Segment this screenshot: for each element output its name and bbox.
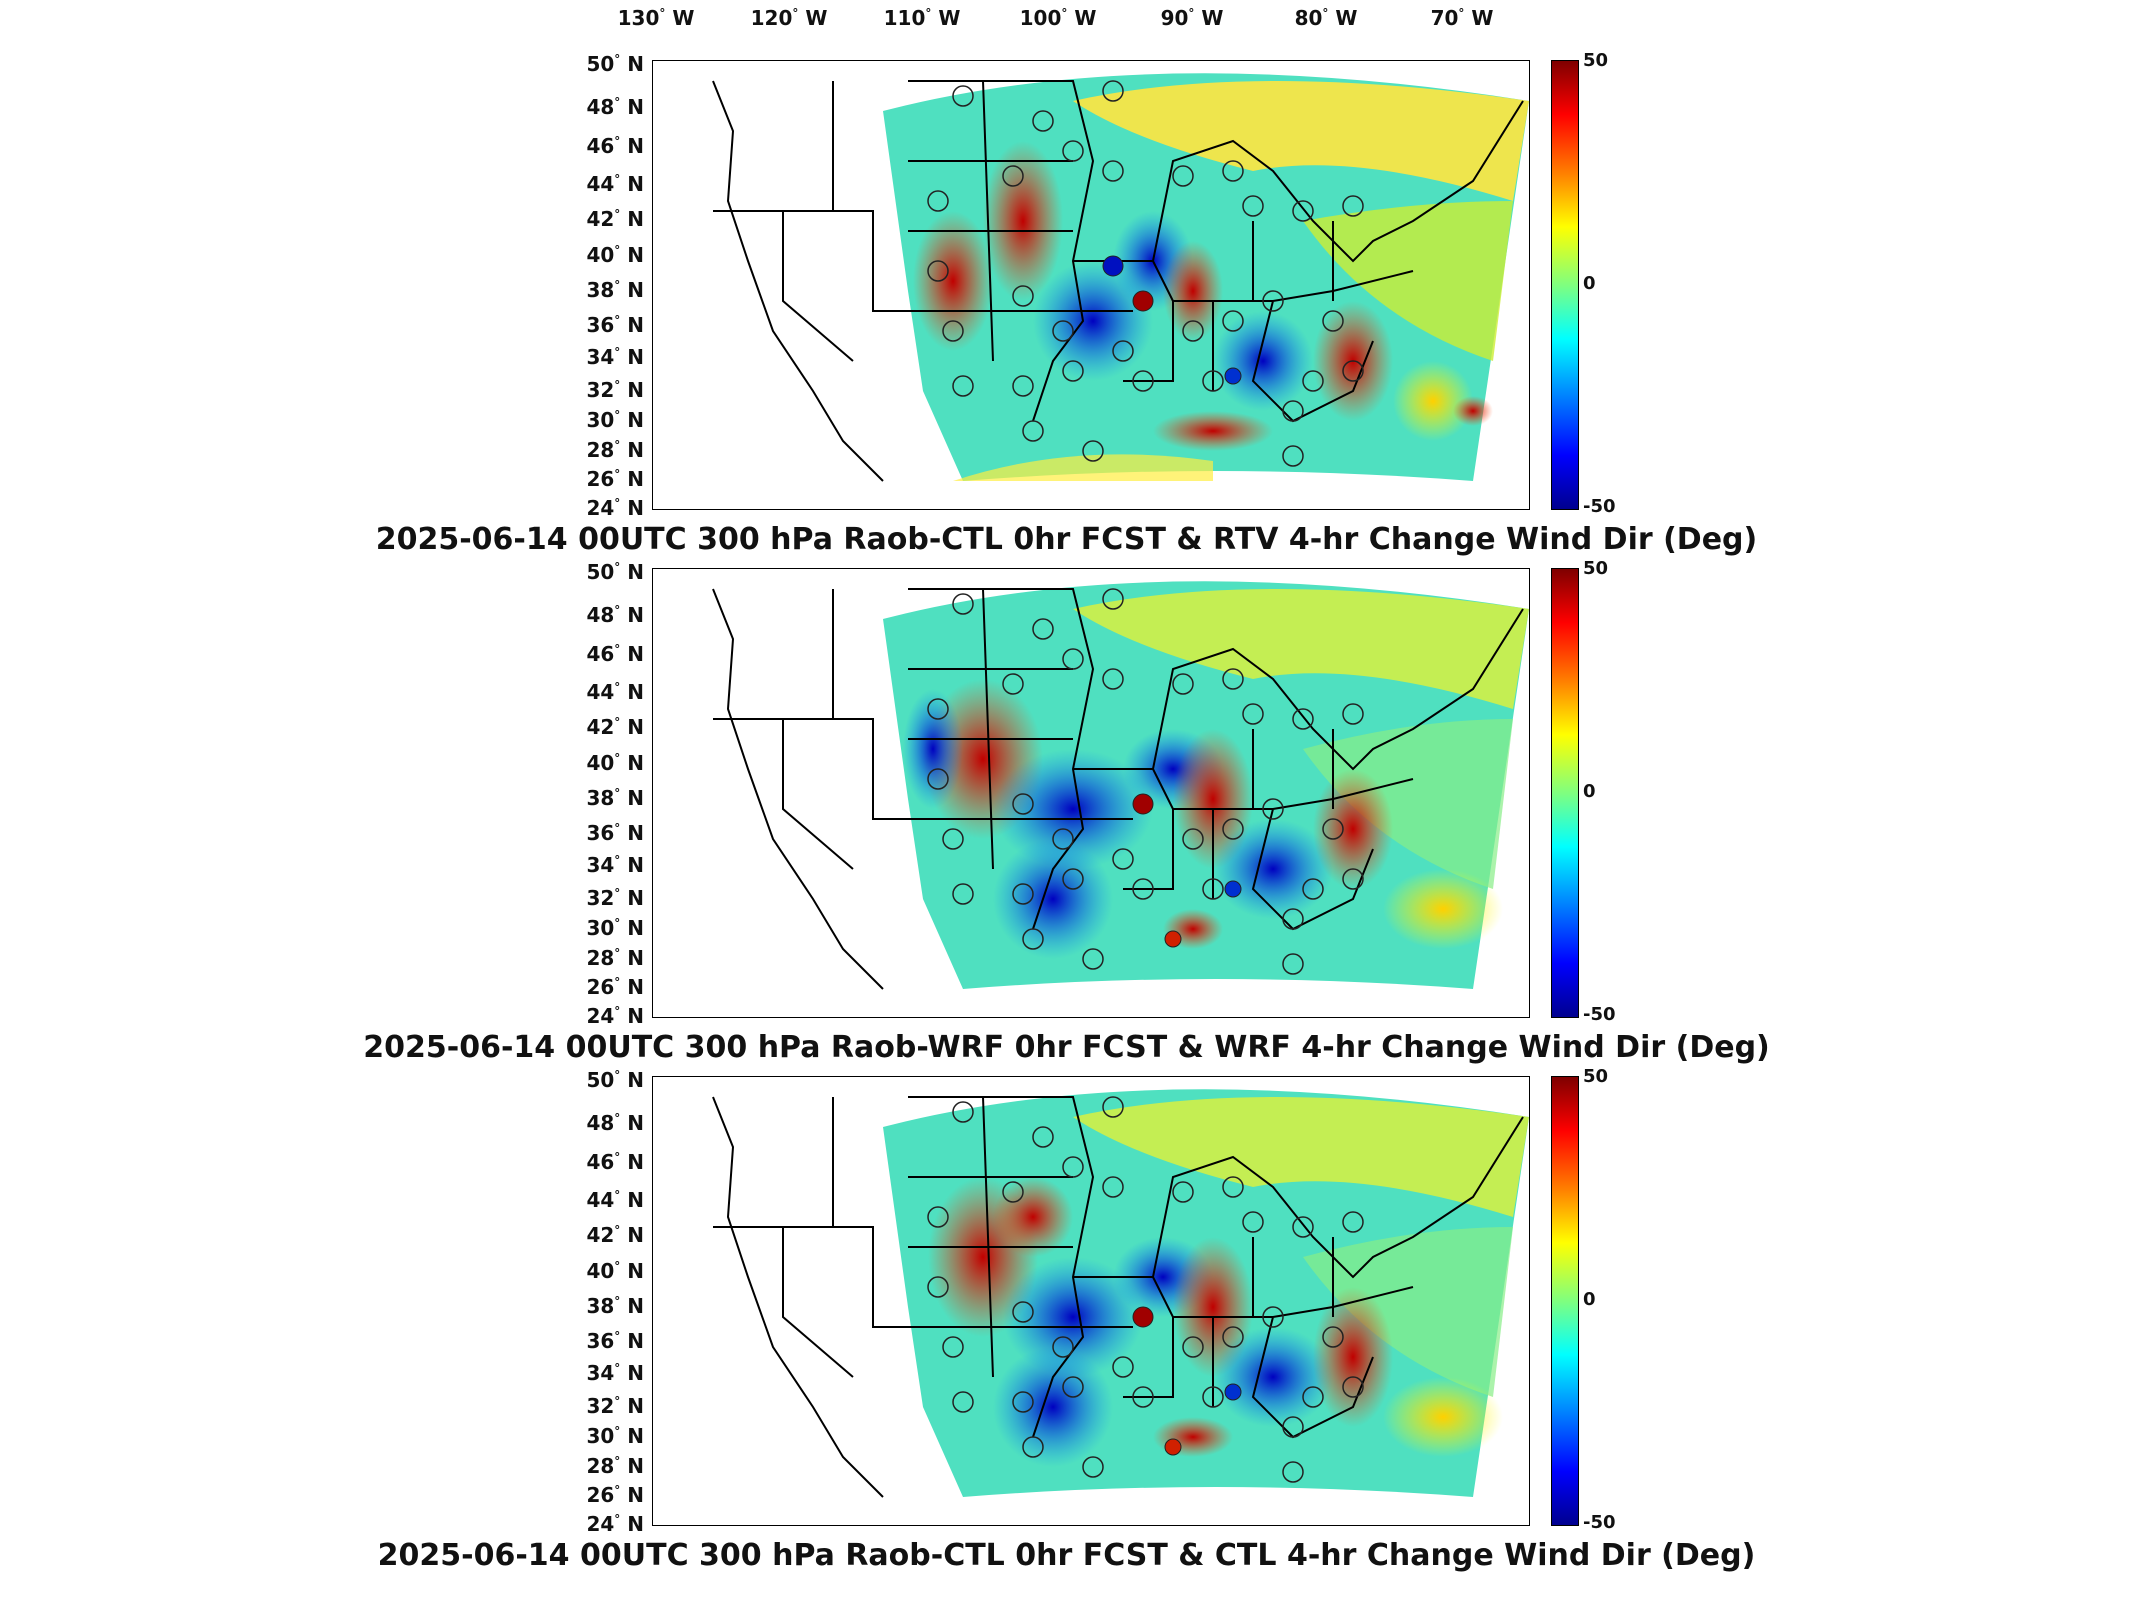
lat-label: 42° N	[586, 207, 644, 231]
raob-stations	[927, 588, 1364, 975]
lat-label: 50° N	[586, 52, 644, 76]
colorbar-mid: 0	[1583, 781, 1596, 802]
lat-label: 34° N	[586, 345, 644, 369]
colorbar-min: -50	[1583, 1004, 1616, 1025]
map-canvas	[712, 1089, 1529, 1498]
lat-label: 34° N	[586, 853, 644, 877]
colorbar-max: 50	[1583, 1066, 1609, 1087]
map-frame	[652, 1076, 1530, 1526]
lat-label: 24° N	[586, 496, 644, 520]
map-panel-1: 50° N 48° N 46° N 44° N 42° N 40° N 38° …	[0, 0, 2133, 557]
lat-label: 28° N	[586, 1454, 644, 1478]
lat-label: 40° N	[586, 751, 644, 775]
lon-label-90w: 90° W	[1160, 6, 1224, 30]
lat-label: 46° N	[586, 134, 644, 158]
colorbar-mid: 0	[1583, 273, 1596, 294]
lat-label: 30° N	[586, 916, 644, 940]
colorbar-max: 50	[1583, 50, 1609, 71]
lat-label: 44° N	[586, 1188, 644, 1212]
lon-label-120w: 120° W	[750, 6, 828, 30]
state-borders	[712, 80, 1524, 482]
lon-label-70w: 70° W	[1430, 6, 1494, 30]
lat-label: 46° N	[586, 642, 644, 666]
map-canvas	[712, 73, 1529, 482]
raob-stations	[927, 80, 1364, 467]
lon-label-100w: 100° W	[1019, 6, 1097, 30]
lat-label: 38° N	[586, 1294, 644, 1318]
lat-label: 44° N	[586, 680, 644, 704]
colorbar-max: 50	[1583, 558, 1609, 579]
lon-label-80w: 80° W	[1294, 6, 1358, 30]
lat-label: 48° N	[586, 603, 644, 627]
lat-label: 42° N	[586, 1223, 644, 1247]
lat-label: 28° N	[586, 438, 644, 462]
panel-title: 2025-06-14 00UTC 300 hPa Raob-CTL 0hr FC…	[377, 1538, 1756, 1573]
colorbar-mid: 0	[1583, 1289, 1596, 1310]
raob-stations	[927, 1096, 1364, 1483]
map-canvas	[712, 581, 1529, 990]
lat-label: 36° N	[586, 1329, 644, 1353]
lat-label: 50° N	[586, 560, 644, 584]
lat-label: 38° N	[586, 786, 644, 810]
lat-label: 42° N	[586, 715, 644, 739]
colorbar-min: -50	[1583, 1512, 1616, 1533]
lat-label: 40° N	[586, 1259, 644, 1283]
lat-label: 36° N	[586, 821, 644, 845]
lat-label: 26° N	[586, 467, 644, 491]
state-borders	[712, 588, 1524, 990]
lat-label: 48° N	[586, 1111, 644, 1135]
map-panel-2: 50° N 48° N 46° N 44° N 42° N 40° N 38° …	[0, 508, 2133, 1065]
lat-label: 44° N	[586, 172, 644, 196]
map-frame	[652, 60, 1530, 510]
lat-label: 26° N	[586, 975, 644, 999]
lat-label: 32° N	[586, 378, 644, 402]
lon-label-130w: 130° W	[617, 6, 695, 30]
map-panel-3: 50° N 48° N 46° N 44° N 42° N 40° N 38° …	[0, 1016, 2133, 1573]
colorbar	[1551, 60, 1579, 510]
lat-label: 50° N	[586, 1068, 644, 1092]
lat-label: 34° N	[586, 1361, 644, 1385]
panel-title: 2025-06-14 00UTC 300 hPa Raob-WRF 0hr FC…	[363, 1030, 1770, 1065]
lat-label: 46° N	[586, 1150, 644, 1174]
lat-label: 24° N	[586, 1512, 644, 1536]
map-frame	[652, 568, 1530, 1018]
colorbar	[1551, 1076, 1579, 1526]
panel-title: 2025-06-14 00UTC 300 hPa Raob-CTL 0hr FC…	[375, 522, 1758, 557]
colorbar	[1551, 568, 1579, 1018]
lat-label: 36° N	[586, 313, 644, 337]
lat-label: 24° N	[586, 1004, 644, 1028]
lat-label: 48° N	[586, 95, 644, 119]
lat-label: 30° N	[586, 1424, 644, 1448]
lat-label: 38° N	[586, 278, 644, 302]
colorbar-min: -50	[1583, 496, 1616, 517]
lat-label: 30° N	[586, 408, 644, 432]
lat-label: 26° N	[586, 1483, 644, 1507]
lat-label: 28° N	[586, 946, 644, 970]
lon-label-110w: 110° W	[883, 6, 961, 30]
lat-label: 32° N	[586, 1394, 644, 1418]
lat-label: 32° N	[586, 886, 644, 910]
lat-label: 40° N	[586, 243, 644, 267]
